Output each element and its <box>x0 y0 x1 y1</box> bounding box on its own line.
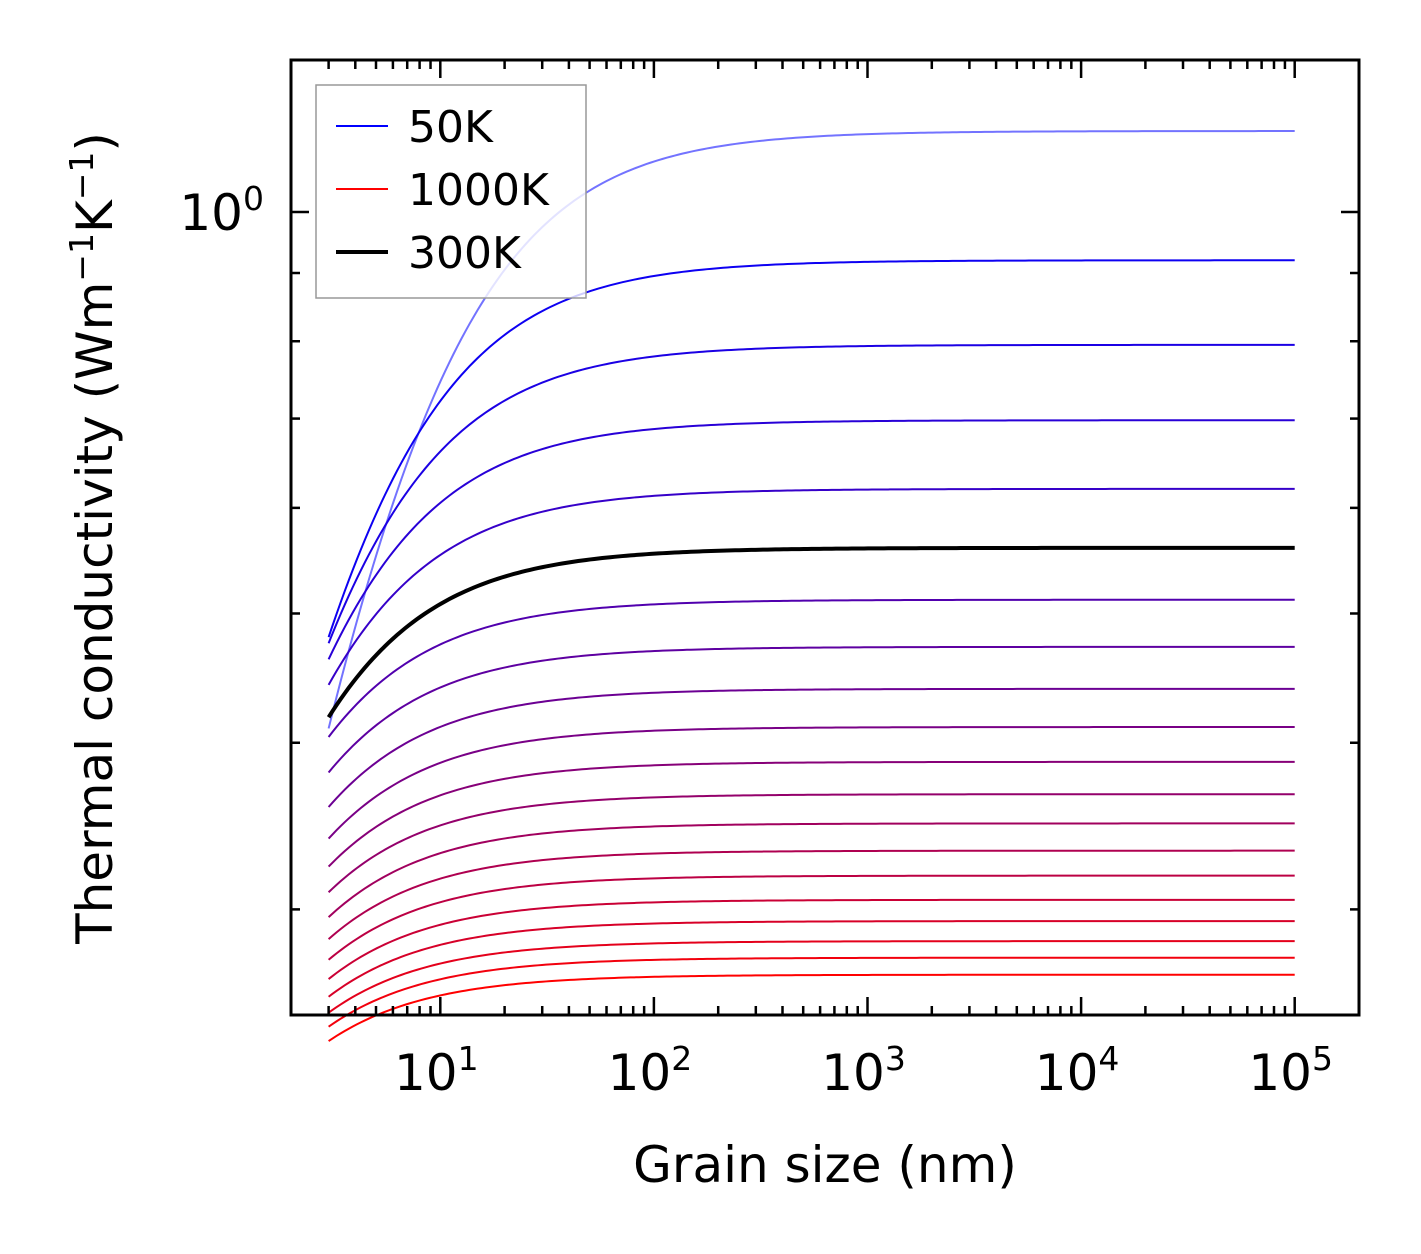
legend-label-1000k: 1000K <box>408 165 550 216</box>
plot-frame <box>289 58 1361 1017</box>
y-axis-label-mid: K <box>66 199 124 233</box>
series-line-650k <box>327 822 1295 918</box>
x-tick-label: 103 <box>821 1039 906 1102</box>
series-line-400k <box>327 645 1295 774</box>
y-axis-label-end: ) <box>66 132 124 152</box>
legend: 50K 1000K 300K <box>315 84 587 299</box>
y-tick-label: 100 <box>179 179 264 242</box>
tick-labels-layer: 101 102 103 104 105 100 <box>179 179 1333 1102</box>
legend-box <box>315 84 587 299</box>
legend-label-50k: 50K <box>408 102 494 153</box>
series-line-300k <box>326 545 1295 719</box>
series-line-500k <box>327 726 1295 840</box>
series-line-450k <box>327 687 1295 808</box>
x-axis-label: Grain size (nm) <box>633 1136 1017 1194</box>
series-line-200k <box>327 419 1295 660</box>
series-line-900k <box>328 940 1295 1014</box>
series-layer <box>326 130 1295 1042</box>
series-line-100k <box>327 259 1295 638</box>
series-line-750k <box>327 874 1295 961</box>
series-line-250k <box>327 487 1295 686</box>
y-axis-label: Thermal conductivity (Wm−1K−1) <box>62 132 124 945</box>
y-axis-label-exp2: −1 <box>62 152 101 201</box>
legend-label-300k: 300K <box>408 228 522 279</box>
series-line-800k <box>327 898 1295 980</box>
series-line-350k <box>327 598 1295 738</box>
y-axis-label-exp1: −1 <box>62 233 101 282</box>
x-tick-label: 105 <box>1248 1039 1333 1102</box>
series-line-550k <box>327 760 1295 868</box>
series-line-600k <box>327 793 1295 893</box>
y-axis-label-main: Thermal conductivity (Wm <box>66 282 124 945</box>
series-line-150k <box>327 343 1295 644</box>
x-tick-label: 101 <box>394 1039 479 1102</box>
x-tick-label: 104 <box>1035 1039 1120 1102</box>
series-line-950k <box>328 956 1295 1028</box>
series-line-700k <box>327 849 1295 940</box>
series-line-1000k <box>328 973 1295 1042</box>
x-tick-label: 102 <box>608 1039 693 1102</box>
series-line-850k <box>328 920 1295 998</box>
